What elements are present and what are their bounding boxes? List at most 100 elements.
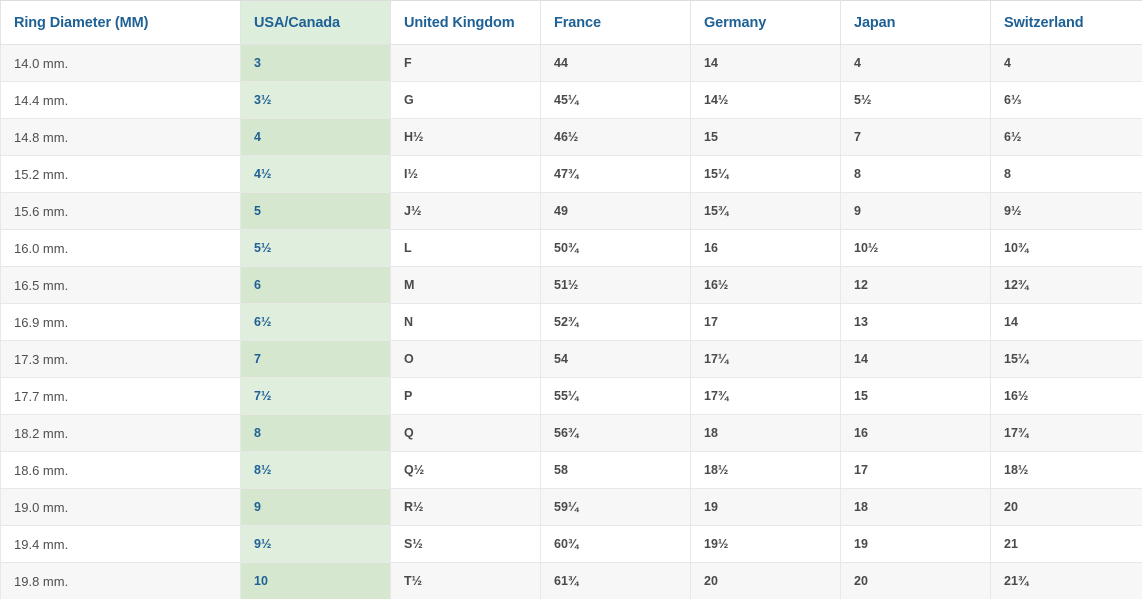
- cell-usa: 8½: [240, 451, 391, 489]
- column-header-germany[interactable]: Germany: [690, 0, 841, 45]
- table-row: 15.2 mm. 4½ I½ 47¾ 15¼ 8 8: [0, 155, 1142, 193]
- cell-usa: 9: [240, 488, 391, 526]
- cell-japan: 19: [840, 525, 991, 563]
- cell-germany: 19½: [690, 525, 841, 563]
- cell-switzerland: 6½: [990, 118, 1142, 156]
- cell-usa: 6: [240, 266, 391, 304]
- table-row: 17.3 mm. 7 O 54 17¼ 14 15¼: [0, 340, 1142, 378]
- cell-france: 61¾: [540, 562, 691, 599]
- cell-uk: M: [390, 266, 541, 304]
- cell-germany: 18½: [690, 451, 841, 489]
- cell-diameter: 16.9 mm.: [0, 303, 241, 341]
- cell-germany: 14½: [690, 81, 841, 119]
- cell-japan: 14: [840, 340, 991, 378]
- cell-france: 60¾: [540, 525, 691, 563]
- cell-japan: 20: [840, 562, 991, 599]
- cell-switzerland: 16½: [990, 377, 1142, 415]
- cell-diameter: 17.3 mm.: [0, 340, 241, 378]
- cell-japan: 5½: [840, 81, 991, 119]
- cell-germany: 16½: [690, 266, 841, 304]
- cell-uk: N: [390, 303, 541, 341]
- cell-japan: 15: [840, 377, 991, 415]
- table-row: 19.0 mm. 9 R½ 59¼ 19 18 20: [0, 488, 1142, 526]
- cell-germany: 20: [690, 562, 841, 599]
- cell-uk: G: [390, 81, 541, 119]
- cell-japan: 9: [840, 192, 991, 230]
- cell-switzerland: 9½: [990, 192, 1142, 230]
- cell-uk: H½: [390, 118, 541, 156]
- cell-diameter: 18.2 mm.: [0, 414, 241, 452]
- table-row: 17.7 mm. 7½ P 55¼ 17¾ 15 16½: [0, 377, 1142, 415]
- cell-usa: 9½: [240, 525, 391, 563]
- cell-germany: 15¾: [690, 192, 841, 230]
- table-row: 14.4 mm. 3½ G 45¼ 14½ 5½ 6⅓: [0, 81, 1142, 119]
- cell-uk: R½: [390, 488, 541, 526]
- cell-usa: 7½: [240, 377, 391, 415]
- cell-germany: 14: [690, 44, 841, 82]
- cell-germany: 17¾: [690, 377, 841, 415]
- cell-diameter: 19.4 mm.: [0, 525, 241, 563]
- column-header-france[interactable]: France: [540, 0, 691, 45]
- cell-japan: 4: [840, 44, 991, 82]
- cell-france: 59¼: [540, 488, 691, 526]
- cell-france: 58: [540, 451, 691, 489]
- column-header-switzerland[interactable]: Switzerland: [990, 0, 1142, 45]
- table-row: 14.8 mm. 4 H½ 46½ 15 7 6½: [0, 118, 1142, 156]
- cell-uk: J½: [390, 192, 541, 230]
- cell-usa: 5: [240, 192, 391, 230]
- cell-usa: 10: [240, 562, 391, 599]
- column-header-usa[interactable]: USA/Canada: [240, 0, 391, 45]
- cell-japan: 8: [840, 155, 991, 193]
- cell-uk: T½: [390, 562, 541, 599]
- cell-japan: 18: [840, 488, 991, 526]
- cell-switzerland: 12¾: [990, 266, 1142, 304]
- cell-switzerland: 18½: [990, 451, 1142, 489]
- cell-diameter: 14.0 mm.: [0, 44, 241, 82]
- cell-switzerland: 17¾: [990, 414, 1142, 452]
- cell-france: 50¾: [540, 229, 691, 267]
- cell-diameter: 15.6 mm.: [0, 192, 241, 230]
- table-row: 16.5 mm. 6 M 51½ 16½ 12 12¾: [0, 266, 1142, 304]
- cell-usa: 8: [240, 414, 391, 452]
- table-header-row: Ring Diameter (MM) USA/Canada United Kingd…: [0, 0, 1142, 45]
- cell-diameter: 16.0 mm.: [0, 229, 241, 267]
- cell-switzerland: 6⅓: [990, 81, 1142, 119]
- table-body: 14.0 mm. 3 F 44 14 4 4 14.4 mm. 3½ G 45¼ 14½ 5½ 6⅓ 14.…: [0, 44, 1142, 599]
- cell-usa: 5½: [240, 229, 391, 267]
- cell-usa: 4: [240, 118, 391, 156]
- table-row: 15.6 mm. 5 J½ 49 15¾ 9 9½: [0, 192, 1142, 230]
- cell-usa: 3½: [240, 81, 391, 119]
- cell-germany: 17: [690, 303, 841, 341]
- column-header-diameter[interactable]: Ring Diameter (MM): [0, 0, 241, 45]
- cell-france: 51½: [540, 266, 691, 304]
- cell-japan: 7: [840, 118, 991, 156]
- cell-france: 54: [540, 340, 691, 378]
- table-row: 19.4 mm. 9½ S½ 60¾ 19½ 19 21: [0, 525, 1142, 563]
- cell-uk: Q½: [390, 451, 541, 489]
- cell-japan: 17: [840, 451, 991, 489]
- table-row: 18.6 mm. 8½ Q½ 58 18½ 17 18½: [0, 451, 1142, 489]
- cell-germany: 16: [690, 229, 841, 267]
- cell-france: 44: [540, 44, 691, 82]
- cell-uk: I½: [390, 155, 541, 193]
- cell-switzerland: 4: [990, 44, 1142, 82]
- cell-uk: F: [390, 44, 541, 82]
- cell-switzerland: 21: [990, 525, 1142, 563]
- cell-diameter: 15.2 mm.: [0, 155, 241, 193]
- cell-diameter: 17.7 mm.: [0, 377, 241, 415]
- cell-switzerland: 20: [990, 488, 1142, 526]
- cell-uk: P: [390, 377, 541, 415]
- cell-germany: 15: [690, 118, 841, 156]
- table-row: 14.0 mm. 3 F 44 14 4 4: [0, 44, 1142, 82]
- cell-diameter: 16.5 mm.: [0, 266, 241, 304]
- column-header-uk[interactable]: United Kingdom: [390, 0, 541, 45]
- cell-uk: L: [390, 229, 541, 267]
- cell-uk: O: [390, 340, 541, 378]
- column-header-japan[interactable]: Japan: [840, 0, 991, 45]
- cell-diameter: 19.8 mm.: [0, 562, 241, 599]
- cell-diameter: 14.4 mm.: [0, 81, 241, 119]
- cell-usa: 3: [240, 44, 391, 82]
- table-row: 19.8 mm. 10 T½ 61¾ 20 20 21¾: [0, 562, 1142, 599]
- cell-france: 45¼: [540, 81, 691, 119]
- cell-usa: 4½: [240, 155, 391, 193]
